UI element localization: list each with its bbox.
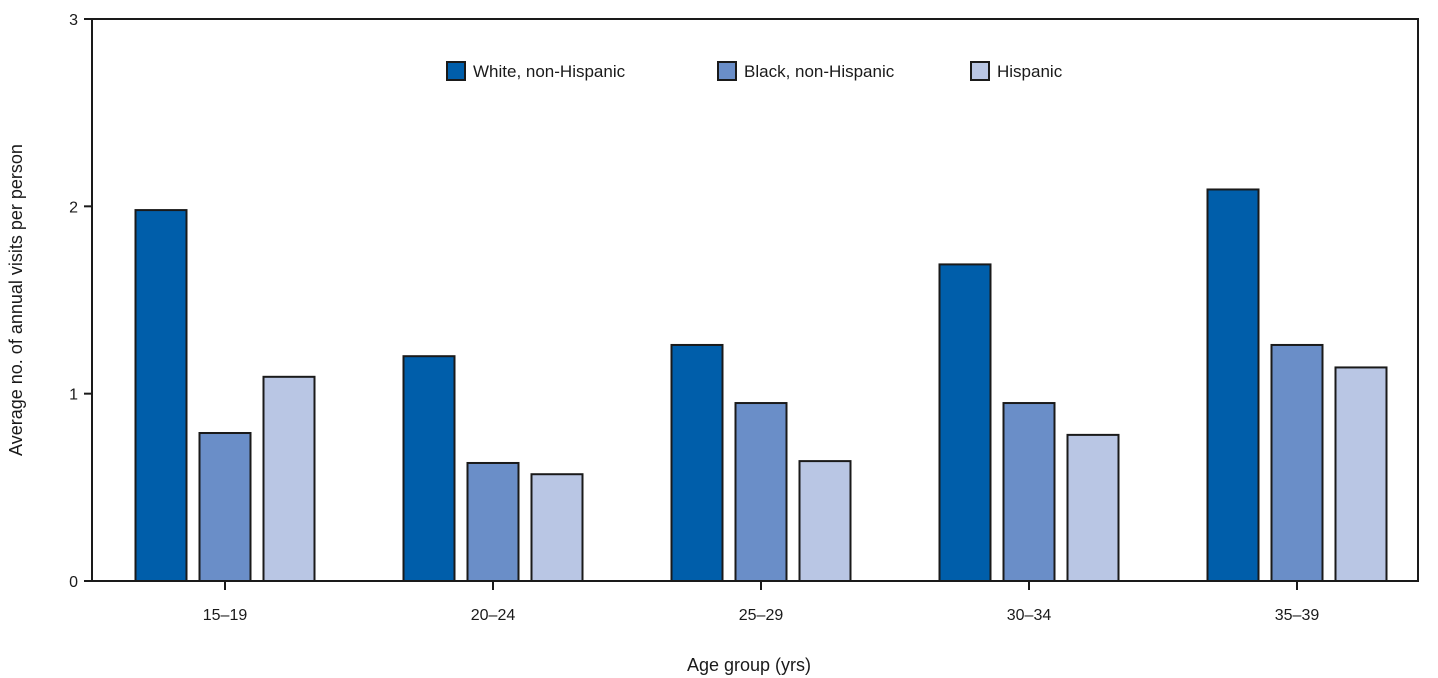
bar bbox=[798, 460, 852, 582]
y-tick-label: 3 bbox=[69, 12, 78, 29]
bar bbox=[1334, 366, 1388, 582]
y-tick-label: 2 bbox=[69, 199, 78, 216]
plot-frame bbox=[91, 18, 1419, 582]
bar bbox=[402, 355, 456, 583]
axes-layer bbox=[91, 18, 1419, 582]
x-tick-label: 30–34 bbox=[1007, 607, 1052, 624]
bar bbox=[530, 473, 584, 582]
bar bbox=[134, 209, 188, 583]
y-axis-title: Average no. of annual visits per person bbox=[6, 144, 26, 456]
legend: White, non-Hispanic Black, non-Hispanic Hi… bbox=[446, 61, 1063, 81]
legend-swatch bbox=[970, 61, 990, 81]
bar bbox=[1270, 343, 1324, 582]
y-ticks: 0 1 2 3 bbox=[69, 12, 92, 591]
bar bbox=[1066, 433, 1120, 582]
legend-label: Hispanic bbox=[997, 62, 1063, 81]
legend-swatch bbox=[446, 61, 466, 81]
x-tick-label: 25–29 bbox=[739, 607, 784, 624]
bar bbox=[198, 432, 252, 582]
x-ticks: 15–19 20–24 25–29 30–34 35–39 bbox=[203, 581, 1320, 624]
bar bbox=[466, 461, 520, 583]
x-tick-label: 15–19 bbox=[203, 607, 248, 624]
bar bbox=[262, 375, 316, 582]
bar bbox=[670, 343, 724, 582]
legend-swatch bbox=[717, 61, 737, 81]
y-tick-label: 1 bbox=[69, 387, 78, 404]
legend-label: White, non-Hispanic bbox=[473, 62, 626, 81]
bars-layer bbox=[134, 188, 1388, 583]
x-tick-label: 35–39 bbox=[1275, 607, 1320, 624]
legend-label: Black, non-Hispanic bbox=[744, 62, 895, 81]
bar bbox=[938, 263, 992, 582]
x-axis-title: Age group (yrs) bbox=[687, 655, 811, 675]
y-tick-label: 0 bbox=[69, 574, 78, 591]
x-tick-label: 20–24 bbox=[471, 607, 516, 624]
bar bbox=[1206, 188, 1260, 582]
bar bbox=[1002, 402, 1056, 582]
bar bbox=[734, 402, 788, 582]
